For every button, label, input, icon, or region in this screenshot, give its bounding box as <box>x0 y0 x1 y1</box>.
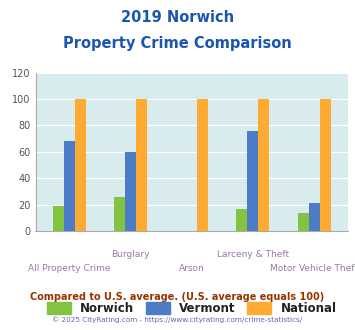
Bar <box>309 203 320 231</box>
Text: © 2025 CityRating.com - https://www.cityrating.com/crime-statistics/: © 2025 CityRating.com - https://www.city… <box>53 317 302 323</box>
Bar <box>197 99 208 231</box>
Text: Arson: Arson <box>179 264 204 273</box>
Bar <box>114 197 125 231</box>
Text: 2019 Norwich: 2019 Norwich <box>121 10 234 25</box>
Text: Motor Vehicle Theft: Motor Vehicle Theft <box>270 264 355 273</box>
Bar <box>64 141 75 231</box>
Text: Compared to U.S. average. (U.S. average equals 100): Compared to U.S. average. (U.S. average … <box>31 292 324 302</box>
Text: All Property Crime: All Property Crime <box>28 264 110 273</box>
Bar <box>320 99 331 231</box>
Bar <box>247 131 258 231</box>
Text: Property Crime Comparison: Property Crime Comparison <box>63 36 292 51</box>
Bar <box>298 213 309 231</box>
Bar <box>236 209 247 231</box>
Text: Larceny & Theft: Larceny & Theft <box>217 250 289 259</box>
Bar <box>136 99 147 231</box>
Bar <box>75 99 86 231</box>
Legend: Norwich, Vermont, National: Norwich, Vermont, National <box>42 297 341 319</box>
Bar <box>53 206 64 231</box>
Bar <box>258 99 269 231</box>
Text: Burglary: Burglary <box>111 250 150 259</box>
Bar <box>125 152 136 231</box>
